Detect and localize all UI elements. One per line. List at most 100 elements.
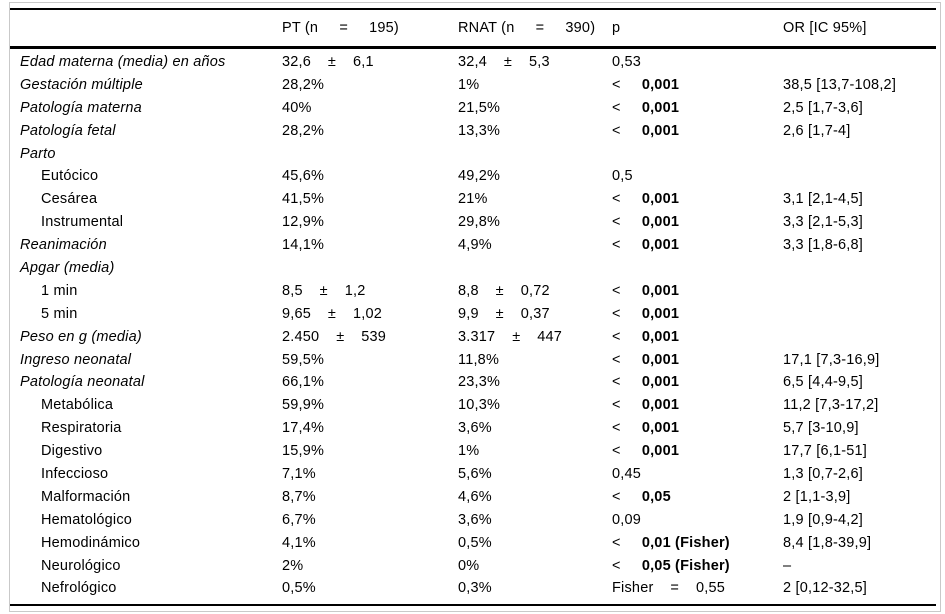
rnat-value-cell: 21% xyxy=(458,191,488,208)
p-value-cell: < 0,001 xyxy=(612,234,783,257)
row-label: Respiratoria xyxy=(41,420,122,437)
rnat-value-cell: 3,6% xyxy=(458,511,492,528)
row-label: Edad materna (media) en años xyxy=(20,54,226,70)
comparison-table: PT (n = 195) RNAT (n = 390) p OR [IC 95%… xyxy=(10,8,936,607)
pt-value-cell: 15,9% xyxy=(282,443,325,460)
row-label: Nefrológico xyxy=(41,580,117,597)
p-value: 0,001 xyxy=(641,397,680,414)
p-value-cell: < 0,001 xyxy=(612,188,783,211)
p-value-cell: < 0,001 xyxy=(612,371,783,394)
or-ci-cell: 5,7 [3-10,9] xyxy=(783,420,859,437)
table-header-row: PT (n = 195) RNAT (n = 390) p OR [IC 95%… xyxy=(10,10,936,49)
p-value: 0,001 xyxy=(641,122,680,139)
or-ci-cell: 3,3 [2,1-5,3] xyxy=(783,214,863,231)
table-row: Gestación múltiple 28,2% 1% < 0,001 38,5 [13… xyxy=(10,74,936,97)
rnat-value-cell: 11,8% xyxy=(458,351,500,368)
p-value-cell: < 0,05 (Fisher) xyxy=(612,555,783,578)
table-row: Apgar (media) xyxy=(10,257,936,280)
row-label: Instrumental xyxy=(41,214,124,231)
p-prefix: < xyxy=(612,237,642,254)
p-value: 0,53 xyxy=(612,54,642,70)
table-row: Cesárea 41,5% 21% < 0,001 3,1 [2,1-4,5] xyxy=(10,188,936,211)
p-value: 0,05 xyxy=(641,488,671,505)
or-ci-cell: 3,3 [1,8-6,8] xyxy=(783,237,863,254)
pt-value-cell: 8,5 ± 1,2 xyxy=(282,282,366,299)
pt-value-cell: 17,4% xyxy=(282,420,325,437)
row-label: Peso en g (media) xyxy=(20,328,142,345)
or-ci-cell xyxy=(783,51,936,74)
table-row: 1 min 8,5 ± 1,2 8,8 ± 0,72 < 0,001 xyxy=(10,280,936,303)
col-header-pt: PT (n = 195) xyxy=(282,20,399,36)
p-value-cell: < 0,05 xyxy=(612,486,783,509)
col-header-rnat: RNAT (n = 390) xyxy=(458,20,596,36)
rnat-value-cell: 3.317 ± 447 xyxy=(458,328,563,345)
rnat-value-cell: 49,2% xyxy=(458,168,501,185)
pt-value-cell xyxy=(282,257,458,280)
p-prefix: Fisher = xyxy=(612,580,696,597)
table-row: Hemodinámico 4,1% 0,5% < 0,01 (Fisher) 8,4 [… xyxy=(10,532,936,555)
p-value: 0,01 (Fisher) xyxy=(641,534,730,551)
pt-value-cell: 8,7% xyxy=(282,488,316,505)
pt-value-cell: 32,6 ± 6,1 xyxy=(282,54,374,70)
p-prefix: < xyxy=(612,443,642,460)
pt-value-cell: 28,2% xyxy=(282,76,325,93)
or-ci-cell: 2,6 [1,7-4] xyxy=(783,122,851,139)
or-ci-cell: 6,5 [4,4-9,5] xyxy=(783,374,863,391)
row-label: Hemodinámico xyxy=(41,534,141,551)
p-value: 0,001 xyxy=(641,443,680,460)
rnat-value-cell: 21,5% xyxy=(458,99,501,116)
rnat-value-cell: 32,4 ± 5,3 xyxy=(458,54,550,70)
rnat-value-cell: 4,9% xyxy=(458,237,492,254)
p-value-cell: < 0,001 xyxy=(612,97,783,120)
table-row: Neurológico 2% 0% < 0,05 (Fisher) – xyxy=(10,555,936,578)
row-label: Ingreso neonatal xyxy=(20,351,132,368)
row-label: Patología materna xyxy=(20,99,142,116)
or-ci-cell: 2,5 [1,7-3,6] xyxy=(783,99,863,116)
table-row: Patología fetal 28,2% 13,3% < 0,001 2,6 [1,7… xyxy=(10,120,936,143)
p-value-cell: < 0,001 xyxy=(612,349,783,372)
rnat-value-cell xyxy=(458,143,612,166)
rnat-value-cell: 8,8 ± 0,72 xyxy=(458,282,550,299)
p-prefix: < xyxy=(612,122,642,139)
table-row: Metabólica 59,9% 10,3% < 0,001 11,2 [7,3-17,… xyxy=(10,394,936,417)
row-label: Gestación múltiple xyxy=(20,76,143,93)
table-row: 5 min 9,65 ± 1,02 9,9 ± 0,37 < 0,001 xyxy=(10,303,936,326)
or-ci-cell: – xyxy=(783,557,792,574)
p-prefix: < xyxy=(612,99,642,116)
p-value: 0,001 xyxy=(641,214,680,231)
table-row: Edad materna (media) en años 32,6 ± 6,1 32… xyxy=(10,51,936,74)
p-prefix: < xyxy=(612,420,642,437)
p-prefix: < xyxy=(612,214,642,231)
row-label: Hematológico xyxy=(41,511,133,528)
pt-value-cell: 7,1% xyxy=(282,466,316,483)
p-prefix: < xyxy=(612,328,642,345)
row-label: Infeccioso xyxy=(41,466,109,483)
table-row: Ingreso neonatal 59,5% 11,8% < 0,001 17,1 [7… xyxy=(10,349,936,372)
or-ci-cell xyxy=(783,165,936,188)
col-header-empty xyxy=(10,10,282,46)
p-value: 0,001 xyxy=(641,351,680,368)
or-ci-cell: 38,5 [13,7-108,2] xyxy=(783,76,897,93)
p-value-cell: < 0,001 xyxy=(612,326,783,349)
p-value: 0,001 xyxy=(641,76,680,93)
rnat-value-cell: 3,6% xyxy=(458,420,492,437)
p-value-cell: < 0,001 xyxy=(612,280,783,303)
p-prefix: < xyxy=(612,534,642,551)
p-value: 0,001 xyxy=(641,420,680,437)
or-ci-cell: 3,1 [2,1-4,5] xyxy=(783,191,863,208)
p-value: 0,001 xyxy=(641,374,680,391)
table-body: Edad materna (media) en años 32,6 ± 6,1 32… xyxy=(10,49,936,607)
table-row: Hematológico 6,7% 3,6% 0,09 1,9 [0,9-4,2] xyxy=(10,509,936,532)
figure-frame xyxy=(9,2,941,612)
p-prefix: < xyxy=(612,191,642,208)
row-label: Digestivo xyxy=(41,443,103,460)
row-label: 1 min xyxy=(41,282,78,299)
row-label: Apgar (media) xyxy=(20,260,115,277)
or-ci-cell: 1,3 [0,7-2,6] xyxy=(783,466,863,483)
p-value-cell: < 0,001 xyxy=(612,74,783,97)
p-value: 0,001 xyxy=(641,282,680,299)
p-value-cell: < 0,001 xyxy=(612,303,783,326)
pt-value-cell: 59,9% xyxy=(282,397,325,414)
p-value-cell: < 0,01 (Fisher) xyxy=(612,532,783,555)
or-ci-cell: 17,7 [6,1-51] xyxy=(783,443,868,460)
